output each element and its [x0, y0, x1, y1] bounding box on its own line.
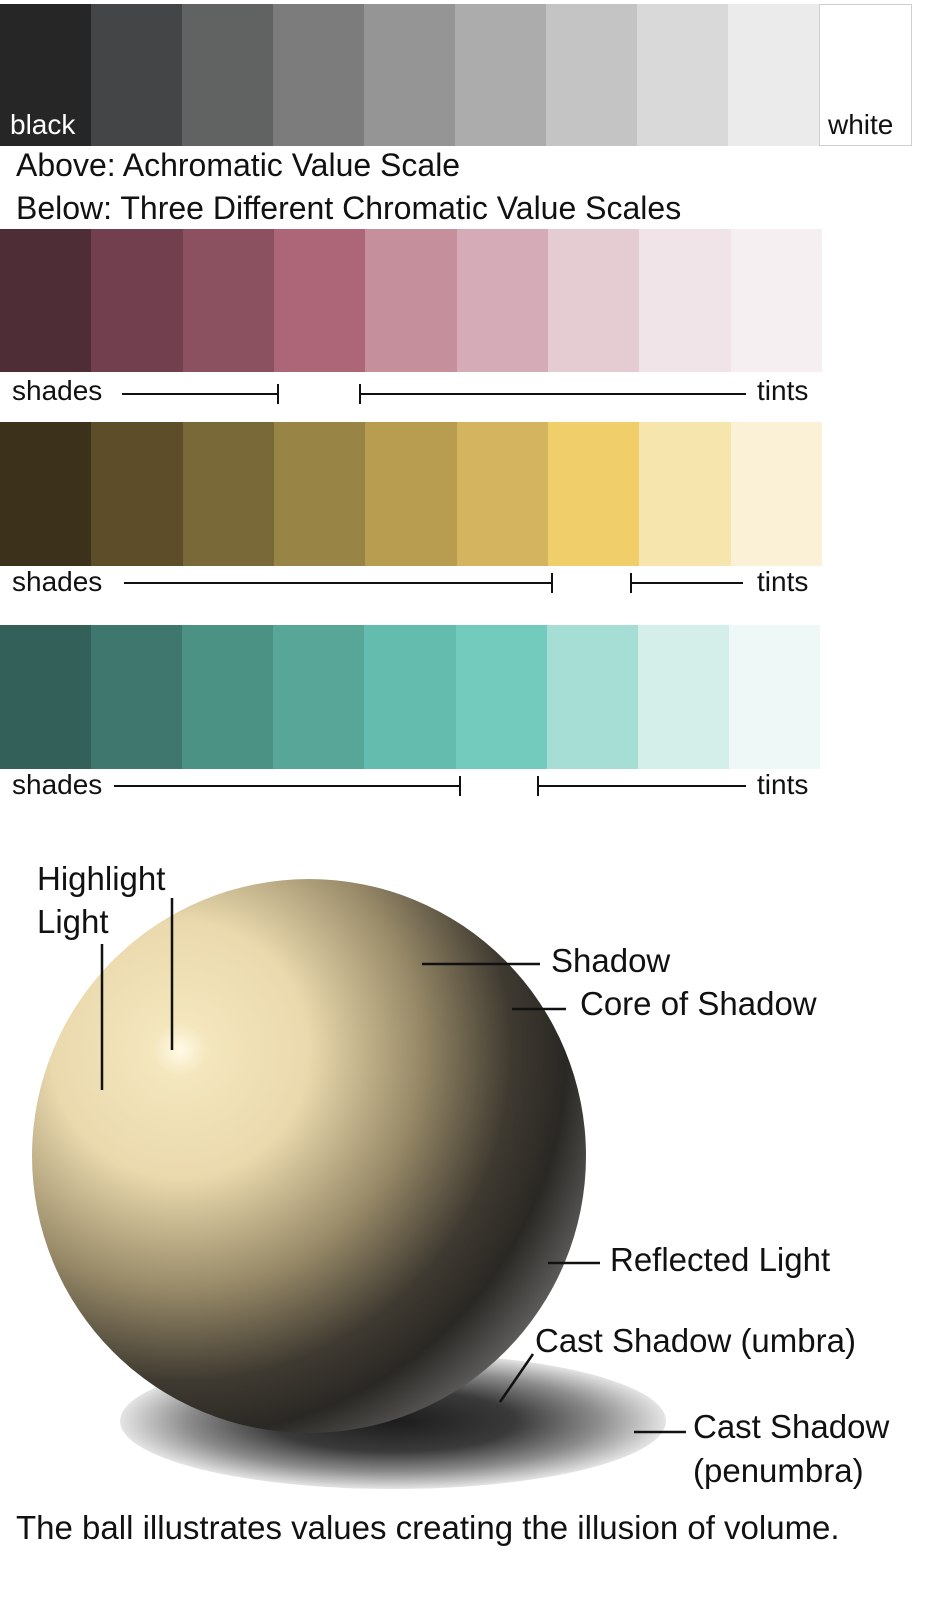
- cast-shadow-penumbra-label: Cast Shadow: [693, 1408, 890, 1445]
- cast-shadow-penumbra-label-line2: (penumbra): [693, 1452, 864, 1489]
- achromatic-swatch-5: [364, 4, 455, 146]
- ochre-swatch-3: [182, 422, 274, 566]
- achromatic-swatch-1: [0, 4, 91, 146]
- ochre-swatch-6: [456, 422, 548, 566]
- shades-range-line-teal: [114, 785, 460, 787]
- ochre-swatch-4: [273, 422, 366, 566]
- teal-swatch-1: [0, 625, 92, 769]
- teal-swatch-2: [91, 625, 183, 769]
- magenta-swatch-2: [91, 229, 183, 372]
- achromatic-swatch-7: [546, 4, 637, 146]
- chromatic-scale-teal: [0, 625, 820, 769]
- chromatic-scale-ochre: [0, 422, 822, 566]
- ochre-swatch-7: [547, 422, 640, 566]
- teal-swatch-4: [273, 625, 365, 769]
- teal-swatch-8: [637, 625, 729, 769]
- shades-range-line-ochre: [124, 582, 552, 584]
- achromatic-swatch-9: [728, 4, 819, 146]
- shades-end-tick-ochre: [551, 573, 553, 593]
- tints-range-line-magenta: [360, 393, 746, 395]
- achromatic-swatch-2: [91, 4, 182, 146]
- tints-label-ochre: tints: [757, 566, 809, 597]
- teal-swatch-9: [728, 625, 820, 769]
- cast-shadow-umbra-label: Cast Shadow (umbra): [535, 1322, 856, 1359]
- ochre-swatch-2: [91, 422, 183, 566]
- ball: [32, 879, 586, 1433]
- tints-range-line-teal: [538, 785, 746, 787]
- magenta-swatch-8: [639, 229, 731, 372]
- shades-label-ochre: shades: [12, 566, 103, 597]
- ochre-swatch-8: [639, 422, 731, 566]
- tints-range-line-ochre: [631, 582, 743, 584]
- white-label: white: [828, 109, 894, 140]
- teal-swatch-3: [182, 625, 274, 769]
- magenta-swatch-6: [456, 229, 548, 372]
- shades-label-teal: shades: [12, 769, 103, 800]
- tints-label-magenta: tints: [757, 375, 809, 406]
- shades-label-magenta: shades: [12, 375, 103, 406]
- shades-end-tick-magenta: [277, 384, 279, 404]
- shades-range-line-magenta: [122, 393, 278, 395]
- achromatic-swatch-6: [455, 4, 546, 146]
- magenta-swatch-3: [182, 229, 274, 372]
- shadow-label: Shadow: [551, 942, 671, 979]
- magenta-swatch-4: [273, 229, 366, 372]
- tints-label-teal: tints: [757, 769, 809, 800]
- teal-swatch-6: [455, 625, 547, 769]
- black-label: black: [10, 109, 76, 140]
- shades-end-tick-teal: [459, 776, 461, 796]
- ochre-swatch-9: [730, 422, 822, 566]
- reflected-light-label: Reflected Light: [610, 1241, 831, 1278]
- teal-swatch-5: [364, 625, 456, 769]
- footer-caption: The ball illustrates values creating the…: [16, 1509, 840, 1546]
- ochre-swatch-5: [365, 422, 457, 566]
- magenta-swatch-5: [365, 229, 457, 372]
- magenta-swatch-1: [0, 229, 92, 372]
- achromatic-swatch-10: [819, 4, 912, 146]
- light-label: Light: [37, 903, 109, 940]
- core-of-shadow-label: Core of Shadow: [580, 985, 817, 1022]
- umbra-leader-line: [498, 1353, 535, 1403]
- caption-below: Below: Three Different Chromatic Value S…: [16, 190, 682, 226]
- achromatic-swatch-3: [182, 4, 273, 146]
- magenta-swatch-9: [730, 229, 822, 372]
- ochre-swatch-1: [0, 422, 92, 566]
- chromatic-scale-magenta: [0, 229, 822, 372]
- caption-above: Above: Achromatic Value Scale: [16, 147, 461, 183]
- highlight-label: Highlight: [37, 860, 166, 897]
- achromatic-swatch-8: [637, 4, 728, 146]
- magenta-swatch-7: [547, 229, 640, 372]
- teal-swatch-7: [546, 625, 638, 769]
- achromatic-swatch-4: [273, 4, 364, 146]
- achromatic-scale: [0, 4, 912, 146]
